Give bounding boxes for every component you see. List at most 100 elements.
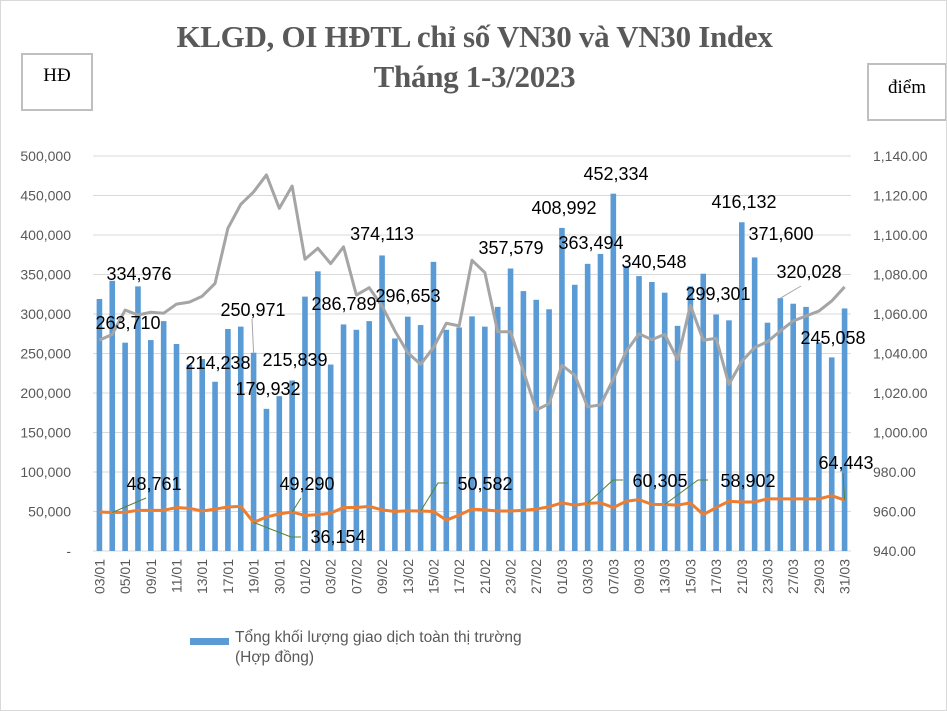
bar-data-label: 263,710 <box>95 313 160 333</box>
bar <box>482 326 488 551</box>
x-tick-label: 13/02 <box>400 559 416 594</box>
y-left-tick-label: 500,000 <box>20 148 71 164</box>
y-right-tick-label: 1,060.00 <box>873 306 928 322</box>
y-right-tick-label: 1,100.00 <box>873 227 928 243</box>
x-tick-label: 09/03 <box>631 559 647 594</box>
label-leader-line <box>664 479 708 505</box>
vn30-index-line <box>98 173 846 412</box>
bar <box>225 329 231 551</box>
bar <box>546 309 552 551</box>
bar-data-label: 245,058 <box>800 328 865 348</box>
y-left-tick-label: 250,000 <box>20 346 71 362</box>
bar <box>186 364 193 551</box>
label-leader-line <box>842 472 846 501</box>
bar <box>212 381 218 551</box>
bar <box>559 227 565 552</box>
x-tick-label: 15/02 <box>425 559 441 594</box>
bar <box>302 296 308 551</box>
bar <box>700 273 707 551</box>
x-tick-label: 17/02 <box>451 559 467 594</box>
y-left-tick-label: - <box>66 543 71 559</box>
x-tick-label: 21/03 <box>734 559 750 594</box>
x-tick-label: 07/02 <box>348 559 364 594</box>
label-leader-line <box>251 318 255 353</box>
x-tick-label: 03/01 <box>91 559 107 594</box>
bar-data-label: 179,932 <box>235 379 300 399</box>
y-right-tick-label: 960.00 <box>873 504 916 520</box>
bar <box>469 316 475 551</box>
x-tick-label: 17/01 <box>220 559 236 594</box>
bar <box>96 298 103 551</box>
bar <box>327 364 334 551</box>
bar <box>713 314 719 551</box>
bar <box>250 352 257 551</box>
bar-data-label: 214,238 <box>185 353 250 373</box>
bar <box>199 359 206 551</box>
y-left-tick-label: 100,000 <box>20 464 71 480</box>
x-tick-label: 09/02 <box>374 559 390 594</box>
bar <box>417 325 424 551</box>
y-left-tick-label: 450,000 <box>20 188 71 204</box>
bar <box>790 303 796 551</box>
bar <box>263 408 270 551</box>
y-right-tick-label: 1,040.00 <box>873 346 928 362</box>
x-tick-label: 19/01 <box>246 559 262 594</box>
bar <box>173 344 180 551</box>
bar <box>404 316 411 551</box>
y-right-tick-label: 940.00 <box>873 543 916 559</box>
y-left-tick-label: 150,000 <box>20 425 71 441</box>
oi-data-label: 58,902 <box>720 471 775 491</box>
bar <box>751 257 758 551</box>
label-leader-line <box>587 479 623 504</box>
bar <box>237 326 244 551</box>
legend-label-line1: Tổng khối lượng giao dịch toàn thị trườn… <box>235 629 522 646</box>
bar <box>340 324 347 551</box>
bar <box>726 320 732 551</box>
bar-data-label: 334,976 <box>106 264 171 284</box>
bar <box>828 357 835 551</box>
x-tick-label: 03/02 <box>323 559 339 594</box>
bar <box>507 268 514 551</box>
left-axis-title: HĐ <box>21 53 93 111</box>
x-tick-label: 27/03 <box>785 559 801 594</box>
bar <box>315 271 321 551</box>
bar-data-label: 299,301 <box>685 284 750 304</box>
legend-bar-swatch <box>190 638 229 645</box>
bar-data-label: 340,548 <box>621 252 686 272</box>
bar <box>610 193 617 552</box>
bar <box>674 325 681 551</box>
bar <box>276 396 283 551</box>
label-leader-line <box>112 497 147 513</box>
y-left-tick-label: 50,000 <box>28 504 71 520</box>
x-tick-label: 03/03 <box>580 559 596 594</box>
bar <box>687 286 694 551</box>
open-interest-line <box>99 494 846 524</box>
bar-data-label: 408,992 <box>531 198 596 218</box>
bar <box>494 306 501 551</box>
x-tick-label: 23/03 <box>759 559 775 594</box>
x-tick-label: 11/01 <box>169 559 185 593</box>
oi-data-label: 50,582 <box>457 474 512 494</box>
y-left-tick-label: 350,000 <box>20 267 71 283</box>
x-tick-label: 15/03 <box>682 559 698 594</box>
label-leader-line <box>291 497 302 513</box>
bar <box>803 306 809 551</box>
bar <box>135 286 141 551</box>
bar <box>520 291 527 551</box>
y-left-tick-label: 400,000 <box>20 227 71 243</box>
label-leader-line <box>253 521 301 538</box>
bar-data-label: 296,653 <box>375 286 440 306</box>
bar-data-label: 250,971 <box>220 300 285 320</box>
bar-data-label: 374,113 <box>350 224 414 244</box>
bar <box>571 284 578 551</box>
label-leader-line <box>780 285 802 299</box>
x-tick-label: 17/03 <box>708 559 724 594</box>
legend-label: Tổng khối lượng giao dịch toàn thị trườn… <box>235 628 655 668</box>
bar <box>649 281 655 551</box>
legend-label-line2: (Hợp đồng) <box>235 649 315 666</box>
bar <box>623 265 629 551</box>
right-axis-title: điểm <box>867 63 946 121</box>
bar-data-label: 286,789 <box>311 294 376 314</box>
oi-data-label: 49,290 <box>279 474 334 494</box>
